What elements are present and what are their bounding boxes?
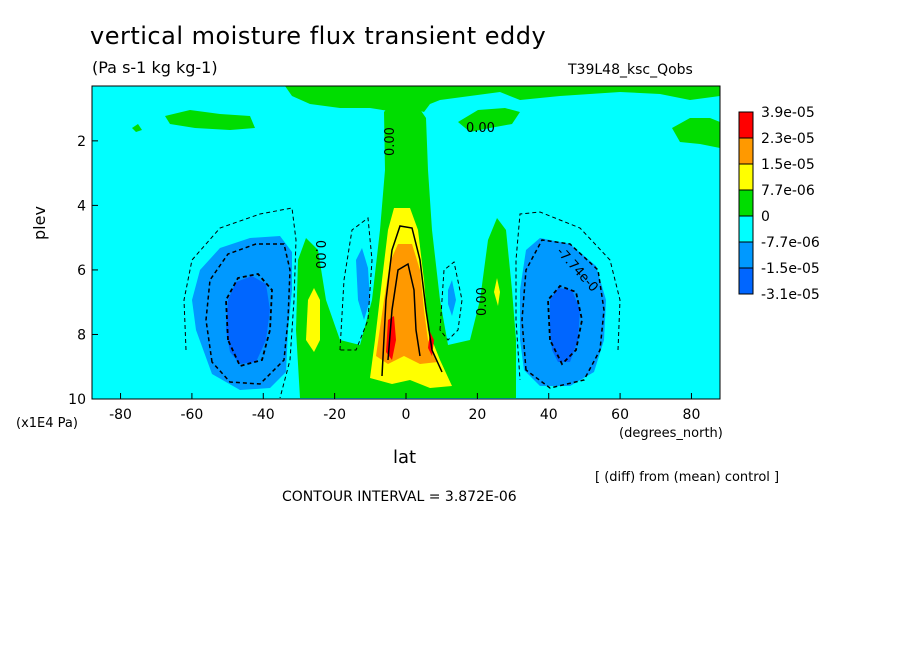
y-tick-label: 10 — [68, 392, 86, 408]
x-tick-label: 0 — [402, 407, 411, 423]
contour-interval: CONTOUR INTERVAL = 3.872E-06 — [282, 489, 517, 505]
x-axis-unit: (degrees_north) — [619, 426, 723, 441]
x-tick-label: 80 — [683, 407, 701, 423]
x-tick-label: 40 — [540, 407, 558, 423]
upper-right-patch — [672, 118, 720, 148]
contour-line-central — [381, 225, 443, 377]
run-label: T39L48_ksc_Qobs — [568, 62, 693, 78]
contour-label-north: 0.00 — [475, 287, 490, 316]
tropics-negative-left — [356, 248, 370, 320]
north-negative-lobe-inner — [550, 288, 580, 362]
x-axis-label: lat — [393, 447, 417, 468]
diff-note: [ (diff) from (mean) control ] — [595, 470, 780, 485]
colorbar-label: -1.5e-05 — [761, 261, 820, 277]
x-tick-label: -60 — [180, 407, 203, 423]
y-axis: 2 4 6 8 10 — [68, 134, 98, 408]
y-axis-unit: (x1E4 Pa) — [16, 416, 78, 431]
x-axis: -80 -60 -40 -20 0 20 40 60 80 — [109, 393, 700, 423]
contour-label-upper: 0.00 — [466, 121, 495, 136]
y-tick-label: 6 — [77, 263, 86, 279]
x-tick-label: -20 — [323, 407, 346, 423]
chart-units: (Pa s-1 kg kg-1) — [92, 58, 218, 77]
south-subtropical-yellow — [306, 288, 320, 352]
colorbar-label: 7.7e-06 — [761, 183, 815, 199]
colorbar-label: 3.9e-05 — [761, 105, 815, 121]
contour-label-south: 0.00 — [312, 240, 327, 269]
x-tick-label: 60 — [611, 407, 629, 423]
x-tick-label: 20 — [468, 407, 486, 423]
colorbar-label: 0 — [761, 209, 770, 225]
colorbar-label: 2.3e-05 — [761, 131, 815, 147]
y-tick-label: 2 — [77, 134, 86, 150]
x-tick-label: -80 — [109, 407, 132, 423]
upper-left-patch — [165, 110, 255, 130]
colorbar-swatch — [738, 137, 754, 165]
tropics-negative-right — [448, 280, 456, 316]
colorbar-swatch — [738, 189, 754, 217]
contour-line-north-inner — [547, 284, 583, 366]
contour-line-south-outer — [183, 207, 297, 399]
x-tick-label: -40 — [252, 407, 275, 423]
colorbar-label: -7.7e-06 — [761, 235, 820, 251]
chart-title: vertical moisture flux transient eddy — [90, 22, 547, 50]
contour-line-tropic-neg-right — [439, 261, 463, 341]
colorbar-swatch — [738, 267, 754, 295]
contour-line-central-inner — [387, 262, 421, 361]
contour-line-south-mid — [205, 243, 291, 385]
colorbar-swatch — [738, 215, 754, 243]
y-tick-label: 4 — [77, 198, 86, 214]
contour-line-south-inner — [225, 273, 273, 368]
colorbar-label: -3.1e-05 — [761, 287, 820, 303]
south-negative-lobe-inner — [226, 276, 270, 364]
colorbar-swatch — [738, 163, 754, 191]
y-tick-label: 8 — [77, 327, 86, 343]
contour-line-north-outer — [515, 211, 621, 381]
colorbar-swatch — [738, 111, 754, 139]
colorbar-label: 1.5e-05 — [761, 157, 815, 173]
small-patch — [132, 124, 142, 132]
colorbar-swatch — [738, 241, 754, 269]
upper-mid-patch — [458, 108, 520, 132]
contour-line-tropic-neg-left — [339, 217, 373, 351]
colorbar: 3.9e-05 2.3e-05 1.5e-05 7.7e-06 0 -7.7e-06 -1.… — [738, 105, 820, 303]
north-subtropical-yellow — [494, 278, 500, 306]
contour-label-column: 0.00 — [383, 127, 398, 156]
